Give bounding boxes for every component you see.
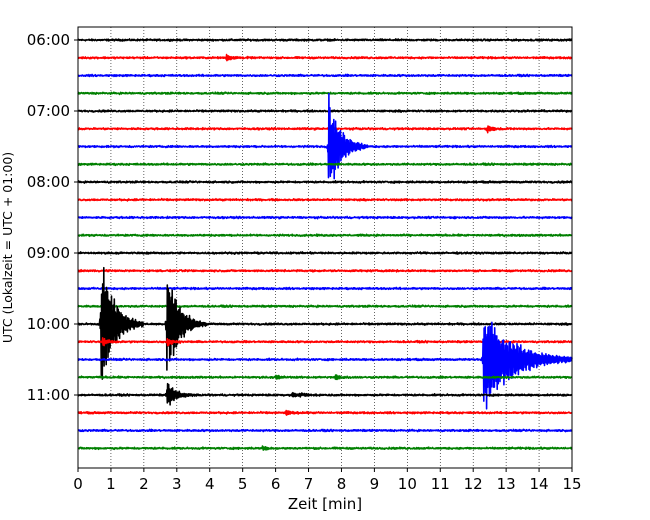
y-tick-label: 06:00: [27, 31, 70, 49]
trace-line: [77, 266, 573, 380]
x-tick-label: 15: [562, 475, 581, 493]
x-tick-label: 4: [205, 475, 215, 493]
x-tick-label: 10: [398, 475, 417, 493]
trace-line: [77, 197, 573, 202]
x-tick-label: 8: [337, 475, 347, 493]
x-tick-label: 12: [464, 475, 483, 493]
x-tick-label: 3: [172, 475, 182, 493]
trace-line: [77, 268, 573, 273]
trace-line: [77, 374, 573, 381]
trace-line: [77, 409, 573, 416]
trace-line: [77, 125, 573, 134]
y-tick-label: 08:00: [27, 173, 70, 191]
x-tick-label: 2: [139, 475, 149, 493]
trace-line: [77, 162, 573, 167]
trace-line: [77, 91, 573, 96]
trace-line: [77, 92, 573, 180]
x-axis-title: Zeit [min]: [288, 495, 362, 513]
y-axis-title: UTC (Lokalzeit = UTC + 01:00): [0, 152, 15, 343]
x-tick-label: 14: [530, 475, 549, 493]
x-tick-label: 9: [370, 475, 380, 493]
trace-line: [77, 53, 573, 62]
x-tick-label: 5: [238, 475, 248, 493]
x-tick-label: 11: [431, 475, 450, 493]
trace-line: [77, 215, 573, 220]
trace-line: [77, 445, 573, 451]
x-tick-label: 13: [497, 475, 516, 493]
plot-frame: [77, 26, 573, 469]
traces-layer: [77, 38, 573, 451]
x-tick-label: 7: [304, 475, 314, 493]
x-tick-label: 6: [271, 475, 281, 493]
trace-line: [77, 109, 573, 113]
trace-line: [77, 180, 573, 184]
trace-line: [77, 38, 573, 43]
y-tick-label: 07:00: [27, 102, 70, 120]
y-tick-label: 10:00: [27, 315, 70, 333]
y-tick-label: 09:00: [27, 244, 70, 262]
trace-line: [77, 428, 573, 433]
trace-line: [77, 304, 573, 309]
trace-line: [77, 73, 573, 78]
x-tick-label: 0: [73, 475, 83, 493]
x-tick-label: 1: [106, 475, 116, 493]
y-axis: 06:00 07:00 08:00 09:00 10:00 11:00: [27, 31, 78, 404]
trace-line: [77, 286, 573, 291]
x-axis: 0 1 2 3 4 5 6 7 8 9 10 11 12 13 14 15: [73, 468, 582, 493]
y-tick-label: 11:00: [27, 386, 70, 404]
trace-line: [77, 233, 573, 238]
trace-line: [77, 382, 573, 406]
trace-line: [77, 321, 573, 410]
trace-line: [77, 251, 573, 255]
